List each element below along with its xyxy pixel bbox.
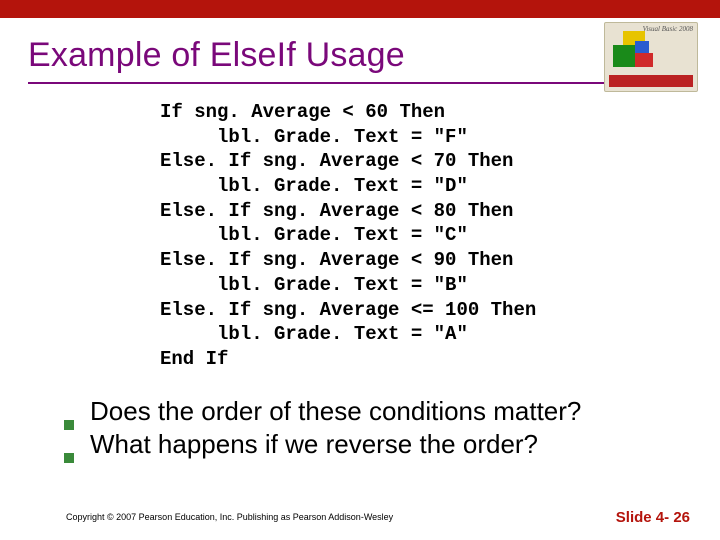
code-line: lbl. Grade. Text = "D" — [160, 175, 468, 197]
book-cover-logo: Visual Basic 2008 — [604, 22, 698, 92]
code-line: lbl. Grade. Text = "A" — [160, 323, 468, 345]
logo-bottom-bar — [609, 75, 693, 87]
lego-block-icon — [635, 53, 653, 67]
logo-text: Visual Basic 2008 — [643, 25, 693, 33]
code-line: Else. If sng. Average < 80 Then — [160, 200, 513, 222]
bullet-square-icon — [64, 453, 74, 463]
slide-title: Example of ElseIf Usage — [28, 36, 405, 75]
bullet-list: Does the order of these conditions matte… — [64, 396, 680, 462]
code-line: Else. If sng. Average < 90 Then — [160, 249, 513, 271]
code-line: Else. If sng. Average <= 100 Then — [160, 299, 536, 321]
slide-number: Slide 4- 26 — [616, 509, 690, 526]
code-block: If sng. Average < 60 Then lbl. Grade. Te… — [160, 100, 536, 372]
list-item: Does the order of these conditions matte… — [64, 396, 680, 427]
code-line: Else. If sng. Average < 70 Then — [160, 150, 513, 172]
bullet-text: Does the order of these conditions matte… — [90, 396, 581, 427]
code-line: lbl. Grade. Text = "B" — [160, 274, 468, 296]
bullet-text: What happens if we reverse the order? — [90, 429, 538, 460]
top-accent-bar — [0, 0, 720, 18]
list-item: What happens if we reverse the order? — [64, 429, 680, 460]
title-underline — [28, 82, 658, 84]
code-line: If sng. Average < 60 Then — [160, 101, 445, 123]
copyright-text: Copyright © 2007 Pearson Education, Inc.… — [66, 512, 393, 522]
code-line: lbl. Grade. Text = "F" — [160, 126, 468, 148]
code-line: lbl. Grade. Text = "C" — [160, 224, 468, 246]
lego-block-icon — [613, 45, 635, 67]
code-line: End If — [160, 348, 228, 370]
bullet-square-icon — [64, 420, 74, 430]
